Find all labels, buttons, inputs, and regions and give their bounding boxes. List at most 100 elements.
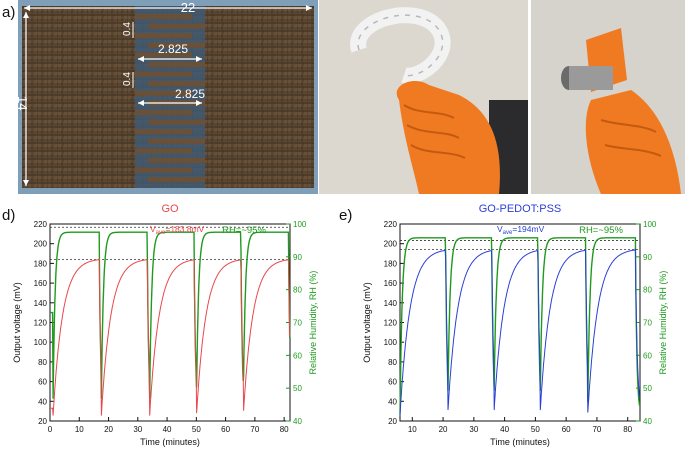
- vave-annotation: Vave=183.8mV: [150, 224, 205, 236]
- panel-d-letter: d): [2, 207, 16, 224]
- y2-tick-label: 70: [643, 319, 652, 328]
- y-tick-label: 100: [34, 338, 48, 347]
- finger-length-top-label: 2.825: [158, 42, 188, 56]
- y2-tick-label: 50: [293, 384, 302, 393]
- vave-value: =194mV: [512, 224, 544, 234]
- gap-bottom-label: 0.4: [122, 72, 133, 86]
- sensor-photo: 22 14 0.4 0.4 2.825 2.825: [18, 0, 318, 194]
- electrode-finger: [135, 167, 192, 173]
- rolled-film: [569, 66, 613, 90]
- y2-tick-label: 60: [643, 351, 652, 360]
- y-tick-label: 140: [34, 299, 48, 308]
- electrode-finger: [148, 177, 205, 183]
- width-dim-label: 22: [181, 0, 195, 15]
- y-tick-label: 20: [38, 417, 47, 426]
- y-tick-label: 40: [388, 397, 397, 406]
- electrode-finger: [148, 62, 205, 67]
- y-tick-label: 180: [34, 259, 48, 268]
- electrode-finger: [148, 23, 205, 29]
- x-tick-label: 10: [408, 425, 417, 434]
- x-tick-label: 80: [280, 425, 289, 434]
- electrode-finger: [148, 119, 205, 125]
- x-axis-label: Time (minutes): [490, 437, 550, 447]
- y-tick-label: 120: [384, 319, 398, 328]
- y-tick-label: 20: [388, 417, 397, 426]
- y-tick-label: 40: [38, 397, 47, 406]
- finger-length-bottom-label: 2.825: [175, 87, 205, 101]
- x-tick-label: 0: [48, 425, 53, 434]
- y2-tick-label: 90: [293, 253, 302, 262]
- chart-title: GO-PEDOT:PSS: [479, 203, 562, 215]
- electrode-finger: [135, 110, 192, 115]
- voltage-series-line: [50, 258, 291, 416]
- y-tick-label: 180: [384, 259, 398, 268]
- rh-series-line: [50, 231, 291, 399]
- electrode-finger: [148, 158, 205, 163]
- x-tick-label: 50: [531, 425, 540, 434]
- y-tick-label: 160: [34, 279, 48, 288]
- vave-value: =183.8mV: [165, 224, 204, 234]
- x-tick-label: 30: [133, 425, 142, 434]
- y-tick-label: 220: [34, 220, 48, 229]
- electrode-finger: [148, 42, 205, 48]
- y-axis-label: Output voltage (mV): [12, 282, 22, 363]
- x-axis-label: Time (minutes): [140, 437, 200, 447]
- y2-tick-label: 80: [643, 286, 652, 295]
- x-tick-label: 40: [500, 425, 509, 434]
- x-tick-label: 70: [592, 425, 601, 434]
- y2-tick-label: 50: [643, 384, 652, 393]
- y2-tick-label: 70: [293, 319, 302, 328]
- x-tick-label: 30: [469, 425, 478, 434]
- y2-tick-label: 100: [643, 220, 657, 229]
- vave-subscript: ave: [503, 230, 513, 236]
- y-tick-label: 100: [384, 338, 398, 347]
- y2-tick-label: 80: [293, 286, 302, 295]
- y2-tick-label: 40: [293, 417, 302, 426]
- y2-axis-label: Relative Humidity, RH (%): [308, 271, 318, 375]
- y-tick-label: 60: [388, 378, 397, 387]
- chart-e: GO-PEDOT:PSS 10 20 30 40 50 60 70 80 Time (minute…: [362, 203, 668, 447]
- chart-title: GO: [161, 203, 179, 215]
- glove-hand: [396, 80, 500, 194]
- flexible-film-photo: [319, 0, 528, 194]
- y-tick-label: 220: [384, 220, 398, 229]
- y-tick-label: 120: [34, 319, 48, 328]
- interdigitated-fingers: [135, 14, 205, 183]
- x-tick-label: 40: [163, 425, 172, 434]
- electrode-finger: [135, 52, 192, 58]
- electrode-finger: [135, 33, 192, 39]
- x-tick-label: 80: [623, 425, 632, 434]
- rh-annotation: RH=~95%: [579, 225, 623, 236]
- x-tick-label: 60: [562, 425, 571, 434]
- y2-tick-label: 40: [643, 417, 652, 426]
- electrode-finger: [135, 14, 192, 19]
- x-tick-label: 70: [250, 425, 259, 434]
- x-tick-label: 20: [104, 425, 113, 434]
- plot-frame: [399, 223, 641, 422]
- rh-series-line: [399, 237, 641, 415]
- y-tick-label: 140: [384, 299, 398, 308]
- height-dim-label: 14: [18, 96, 30, 110]
- panel-a-letter: a): [2, 4, 16, 21]
- y2-tick-label: 90: [643, 253, 652, 262]
- y-tick-label: 80: [388, 358, 397, 367]
- panel-e-letter: e): [339, 207, 353, 224]
- glove-palm: [585, 90, 681, 194]
- x-tick-label: 20: [439, 425, 448, 434]
- x-tick-label: 50: [192, 425, 201, 434]
- electrode-finger: [148, 138, 205, 144]
- electrode-finger: [135, 90, 192, 96]
- electrode-finger: [135, 148, 192, 154]
- rh-annotation: RH=~95%: [222, 225, 266, 236]
- rolled-film-photo: [531, 0, 685, 194]
- y2-tick-label: 60: [293, 351, 302, 360]
- voltage-series-line: [399, 248, 640, 416]
- y-tick-label: 60: [38, 378, 47, 387]
- chart-d: GO 0 10 20 30 40 50 60 70 80 Time (minutes) 20 40 60 8…: [12, 203, 318, 447]
- vave-annotation: Vave=194mV: [497, 224, 545, 236]
- y-tick-label: 200: [384, 240, 398, 249]
- y-tick-label: 80: [38, 358, 47, 367]
- electrode-finger: [135, 129, 192, 135]
- electrode-finger: [148, 81, 205, 87]
- y-tick-label: 160: [384, 279, 398, 288]
